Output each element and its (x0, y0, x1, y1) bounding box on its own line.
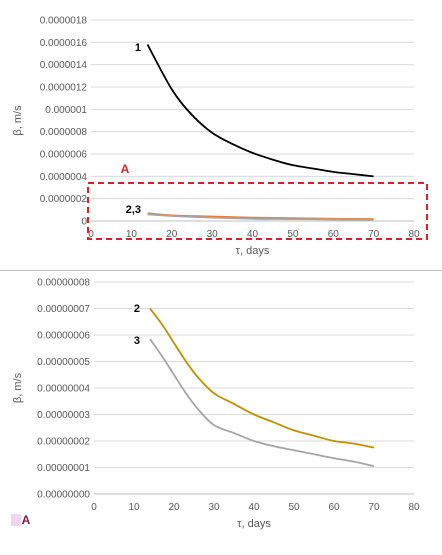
y-tick-label: 0.00000003 (37, 410, 90, 421)
x-axis-title: τ, days (236, 245, 270, 257)
x-tick-label: 70 (368, 229, 380, 240)
x-tick-label: 50 (287, 229, 299, 240)
curve-label: 2 (134, 303, 140, 315)
y-tick-label: 0 (81, 217, 87, 228)
x-tick-label: 20 (166, 229, 178, 240)
series-line-1 (149, 307, 375, 449)
annotation-marker (11, 514, 21, 526)
x-axis-title: τ, days (237, 518, 271, 530)
series-line-2 (149, 338, 375, 468)
beta-chart-overview: 0 0.0000002 0.0000004 0.0000006 0.0000008 0.0… (12, 16, 428, 257)
curve-label: 2,3 (126, 204, 141, 216)
y-tick-label: 0.0000012 (40, 83, 88, 94)
y-tick-label: 0.00000007 (37, 304, 90, 315)
y-tick-label: 0.00000004 (37, 384, 90, 395)
y-tick-label: 0.00000008 (37, 278, 90, 289)
x-tick-label: 0 (91, 502, 97, 513)
y-tick-label: 0.00000005 (37, 357, 90, 368)
chart-panel-bottom: 0.00000000 0.00000001 0.00000002 0.00000003… (0, 271, 442, 550)
y-tick-label: 0.00000006 (37, 331, 90, 342)
y-tick-label: 0.00000001 (37, 463, 90, 474)
chart-panel-top: 0 0.0000002 0.0000004 0.0000006 0.0000008 0.0… (0, 0, 442, 271)
y-tick-label: 0.0000006 (40, 150, 88, 161)
x-tick-label: 80 (408, 229, 420, 240)
y-tick-label: 0.0000016 (40, 38, 88, 49)
x-tick-label: 30 (207, 229, 219, 240)
x-tick-label: 80 (408, 502, 420, 513)
y-tick-label: 0.000001 (45, 105, 87, 116)
x-tick-label: 30 (208, 502, 220, 513)
x-tick-label: 10 (128, 502, 140, 513)
x-tick-label: 20 (168, 502, 180, 513)
series-line-3 (147, 213, 374, 221)
y-axis-title: β, m/s (12, 372, 24, 403)
y-tick-label: 0.0000018 (40, 16, 88, 27)
x-tick-label: 70 (368, 502, 380, 513)
beta-chart-detail: 0.00000000 0.00000001 0.00000002 0.00000003… (11, 278, 420, 530)
x-tick-label: 40 (247, 229, 259, 240)
x-tick-label: 40 (248, 502, 260, 513)
x-tick-label: 10 (126, 229, 138, 240)
y-tick-label: 0.00000000 (37, 490, 90, 501)
curve-label: 3 (134, 335, 140, 347)
y-tick-label: 0.0000004 (40, 172, 88, 183)
y-axis-title: β, m/s (12, 105, 24, 136)
x-tick-label: 60 (328, 229, 340, 240)
y-tick-label: 0.00000002 (37, 437, 90, 448)
annotation-label: A (121, 162, 130, 176)
x-tick-label: 0 (88, 229, 94, 240)
y-tick-label: 0.0000014 (40, 60, 88, 71)
highlight-box (87, 182, 428, 240)
y-tick-label: 0.0000008 (40, 127, 88, 138)
x-tick-label: 60 (328, 502, 340, 513)
annotation-label: A (22, 513, 31, 527)
series-line-1 (146, 44, 374, 178)
x-tick-label: 50 (288, 502, 300, 513)
curve-label: 1 (135, 42, 141, 54)
y-tick-label: 0.0000002 (40, 194, 88, 205)
